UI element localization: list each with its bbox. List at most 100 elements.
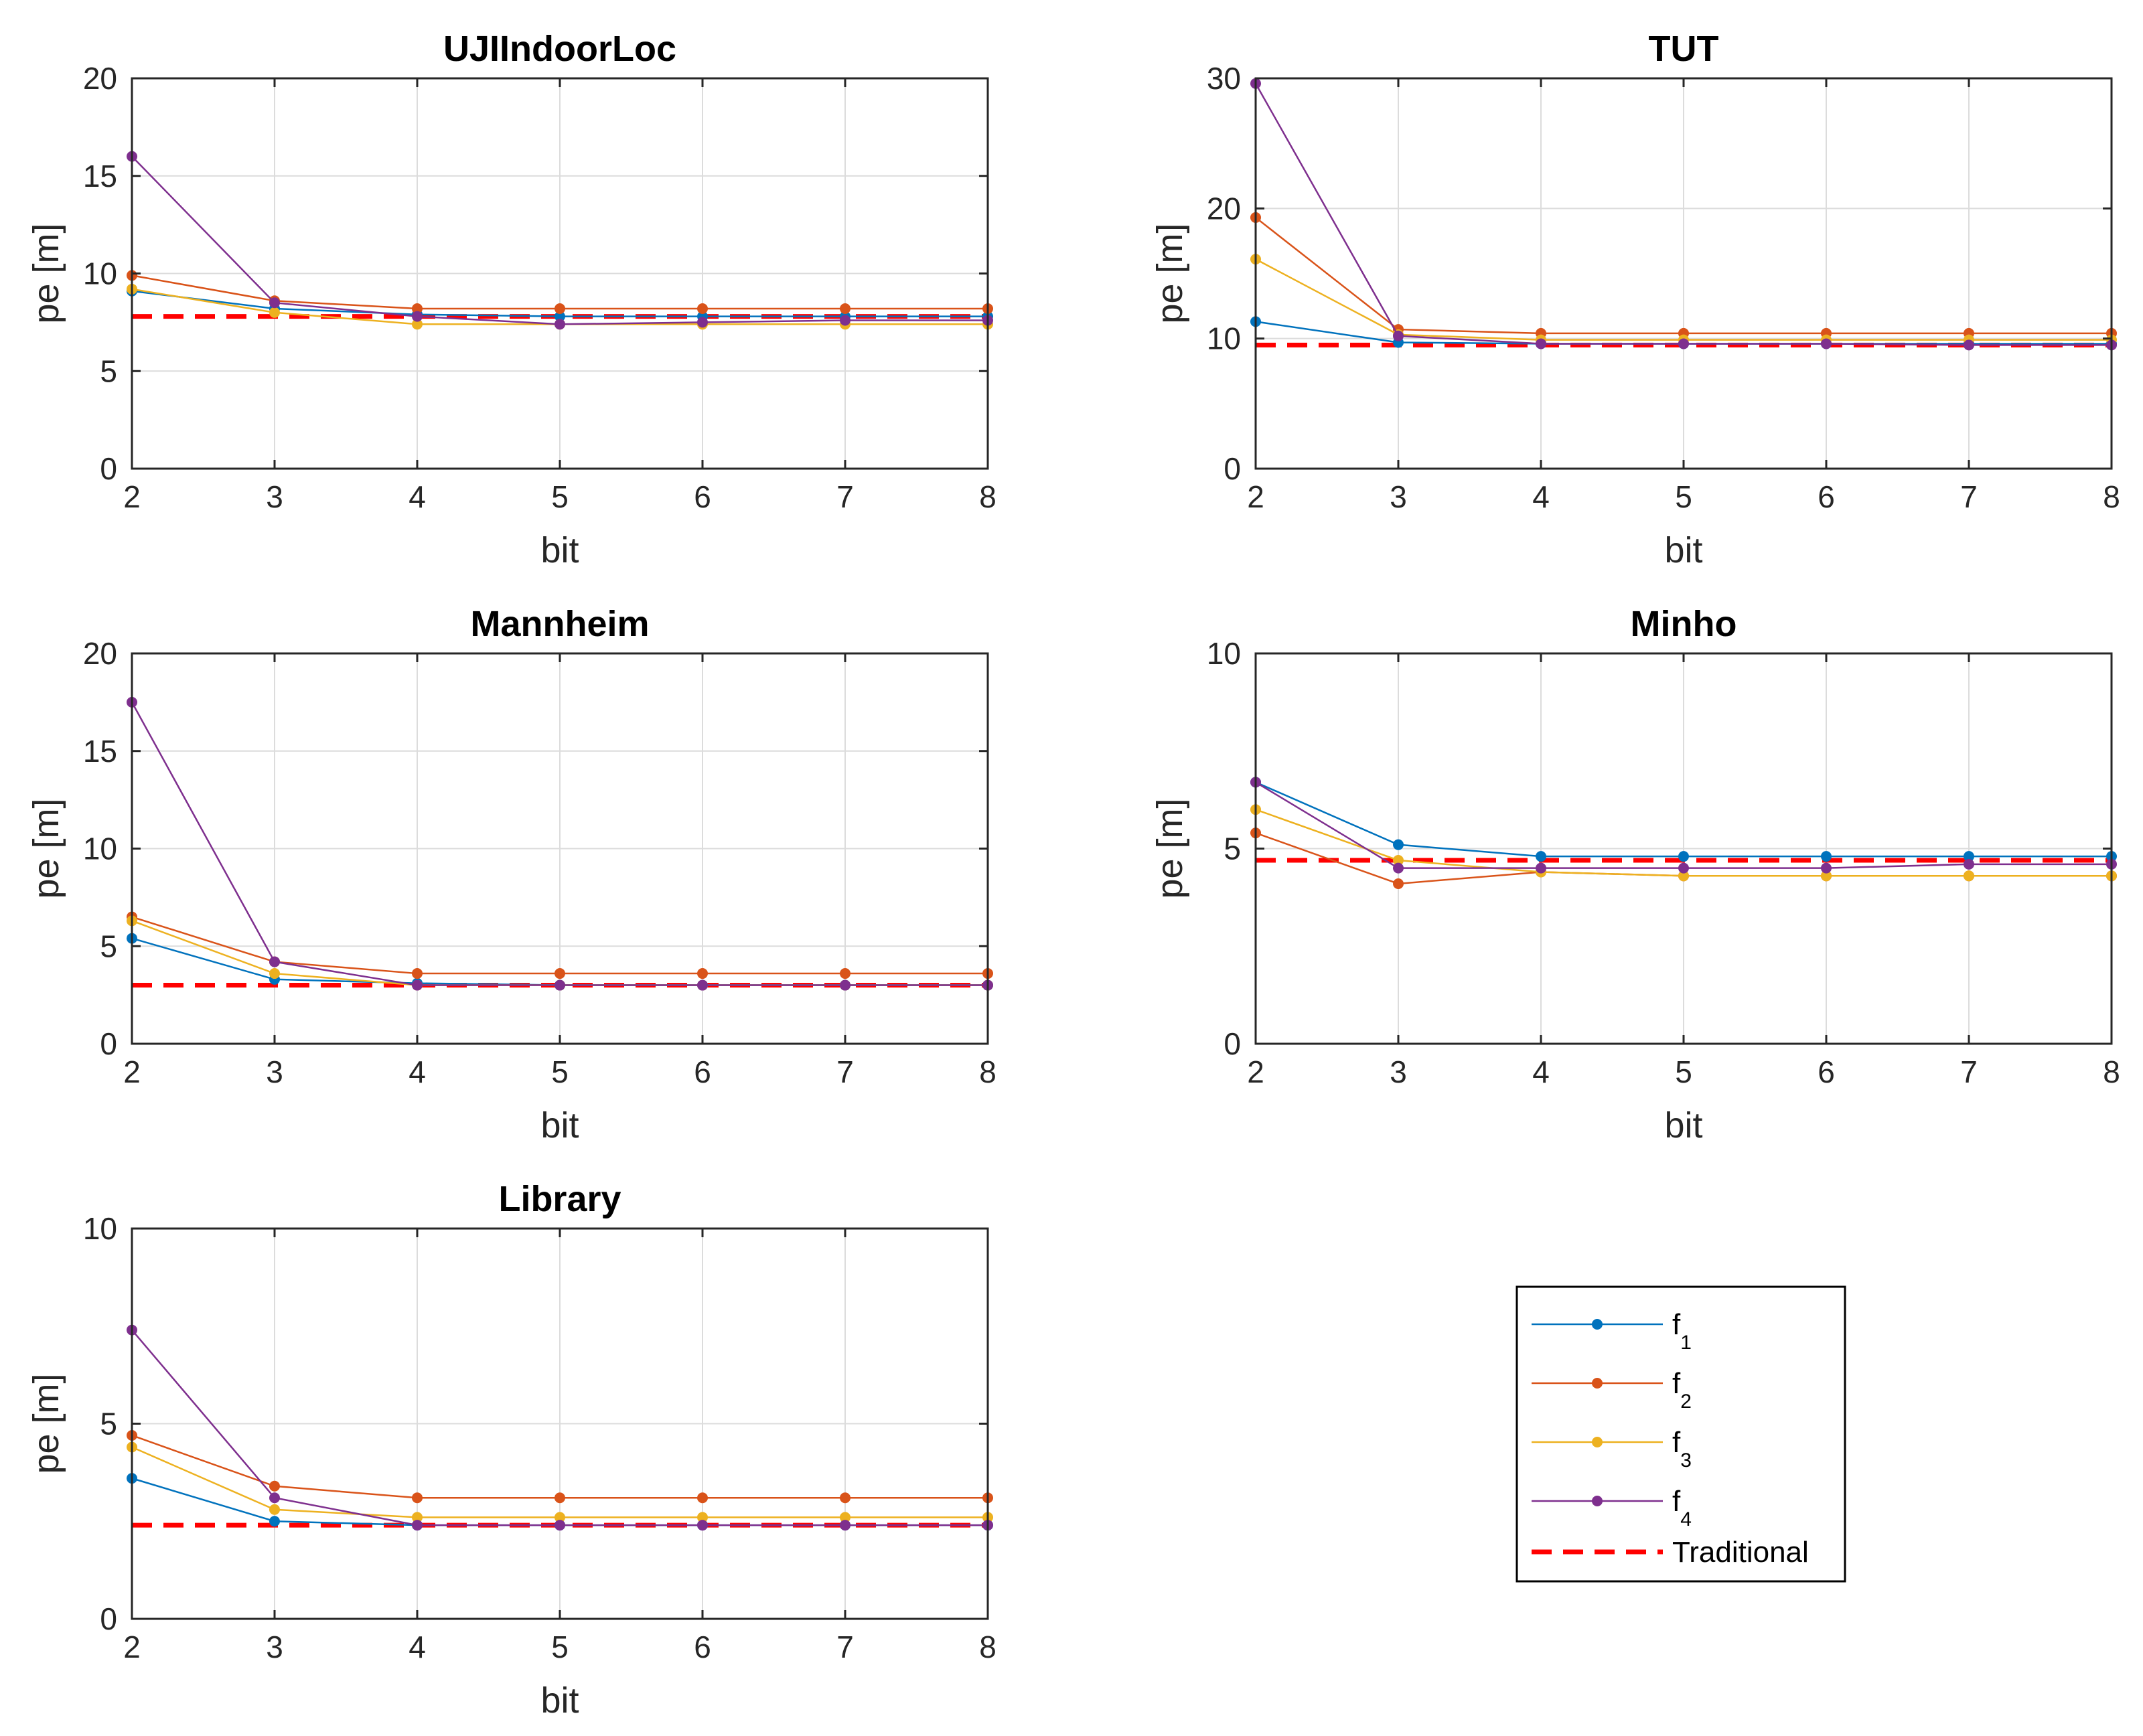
y-axis-label: pe [m] xyxy=(1150,798,1190,898)
point-f4-x7 xyxy=(1964,339,1974,351)
x-tick-label: 8 xyxy=(2103,1054,2120,1089)
y-axis: 0 5 10 15 20 xyxy=(83,636,988,1061)
y-tick-label: 10 xyxy=(1207,636,1241,671)
legend-label: f2 xyxy=(1672,1367,1692,1413)
series-f4 xyxy=(127,151,993,330)
x-tick-label: 5 xyxy=(551,479,569,514)
point-f4-x6 xyxy=(1821,862,1832,874)
y-tick-label: 10 xyxy=(83,256,117,291)
x-tick-label: 2 xyxy=(123,1630,141,1664)
point-f2-x5 xyxy=(555,968,565,979)
point-f3-x3 xyxy=(1393,854,1404,866)
x-axis: 2 3 4 5 6 7 8 xyxy=(1247,653,2120,1089)
point-f4-x6 xyxy=(697,979,708,991)
subplot-ujiindoorloc: 2 3 4 5 6 7 8 0 5 10 15 20 UJIIndoorLoc bit pe [m] xyxy=(26,29,996,570)
point-f4-x7 xyxy=(840,315,851,326)
x-tick-label: 2 xyxy=(1247,1054,1264,1089)
x-tick-label: 8 xyxy=(979,1630,996,1664)
point-f4-x6 xyxy=(697,317,708,328)
x-tick-label: 6 xyxy=(1818,479,1835,514)
point-f4-x5 xyxy=(555,1520,565,1531)
x-tick-label: 6 xyxy=(694,1054,711,1089)
point-f4-x3 xyxy=(269,956,280,967)
point-f1-x5 xyxy=(555,311,565,322)
x-tick-label: 4 xyxy=(409,1630,426,1664)
legend-label: Traditional xyxy=(1672,1536,1809,1569)
x-tick-label: 8 xyxy=(979,1054,996,1089)
point-f4-x7 xyxy=(1964,858,1974,870)
x-tick-label: 4 xyxy=(409,479,426,514)
y-axis: 0 5 10 15 20 xyxy=(83,61,988,486)
point-f1-x7 xyxy=(1964,851,1974,862)
legend-swatch-marker xyxy=(1592,1319,1603,1330)
series-f3 xyxy=(127,1441,993,1523)
x-axis: 2 3 4 5 6 7 8 xyxy=(123,1229,996,1664)
y-tick-label: 5 xyxy=(100,1407,117,1441)
point-f1-x5 xyxy=(1678,851,1689,862)
subplot-title: Mannheim xyxy=(470,604,649,644)
point-f4-x7 xyxy=(840,979,851,991)
point-f2-x6 xyxy=(697,968,708,979)
x-axis-label: bit xyxy=(1664,530,1702,570)
y-tick-label: 10 xyxy=(83,832,117,866)
point-f4-x5 xyxy=(1678,862,1689,874)
y-tick-label: 0 xyxy=(100,451,117,486)
x-tick-label: 6 xyxy=(694,479,711,514)
subplot-minho: 2 3 4 5 6 7 8 0 5 10 Minho bit pe [m] xyxy=(1150,604,2120,1146)
legend-entry-f4: f4 xyxy=(1532,1485,1692,1530)
x-tick-label: 2 xyxy=(123,479,141,514)
x-axis-label: bit xyxy=(1664,1105,1702,1146)
point-f2-x4 xyxy=(412,968,423,979)
y-tick-label: 20 xyxy=(1207,191,1241,226)
point-f2-x7 xyxy=(840,1492,851,1504)
x-tick-label: 5 xyxy=(1675,479,1692,514)
x-tick-label: 7 xyxy=(836,1630,854,1664)
legend-label: f1 xyxy=(1672,1308,1692,1354)
x-tick-label: 6 xyxy=(694,1630,711,1664)
x-tick-label: 4 xyxy=(1532,479,1550,514)
point-f3-x6 xyxy=(1821,870,1832,882)
y-axis: 0 10 20 30 xyxy=(1207,61,2112,486)
x-axis: 2 3 4 5 6 7 8 xyxy=(123,653,996,1089)
y-tick-label: 0 xyxy=(100,1601,117,1636)
point-f2-x5 xyxy=(555,303,565,314)
y-axis-label: pe [m] xyxy=(26,798,66,898)
point-f2-x3 xyxy=(269,1480,280,1492)
legend-box xyxy=(1516,1285,1846,1583)
x-tick-label: 6 xyxy=(1818,1054,1835,1089)
point-f4-x7 xyxy=(840,1520,851,1531)
point-f4-x4 xyxy=(1536,862,1546,874)
point-f2-x7 xyxy=(840,303,851,314)
x-tick-label: 5 xyxy=(1675,1054,1692,1089)
subplot-title: UJIIndoorLoc xyxy=(443,29,676,69)
point-f2-x4 xyxy=(412,1492,423,1504)
point-f2-x6 xyxy=(697,1492,708,1504)
x-tick-label: 5 xyxy=(551,1054,569,1089)
y-tick-label: 0 xyxy=(1224,1026,1241,1061)
legend-entry-traditional: Traditional xyxy=(1532,1536,1809,1569)
subplot-title: Minho xyxy=(1631,604,1737,644)
x-tick-label: 4 xyxy=(409,1054,426,1089)
legend-entry-f3: f3 xyxy=(1532,1426,1692,1472)
point-f2-x6 xyxy=(697,303,708,314)
point-f3-x4 xyxy=(412,319,423,330)
point-f3-x7 xyxy=(1964,870,1974,882)
point-f4-x4 xyxy=(412,311,423,322)
point-f4-x5 xyxy=(555,319,565,330)
point-f4-x4 xyxy=(412,1520,423,1531)
y-tick-label: 10 xyxy=(83,1211,117,1246)
y-tick-label: 5 xyxy=(1224,832,1241,866)
legend-entry-f2: f2 xyxy=(1532,1367,1692,1413)
x-axis-label: bit xyxy=(540,1105,579,1146)
y-axis: 0 5 10 xyxy=(83,1211,988,1636)
legend-label: f4 xyxy=(1672,1485,1692,1530)
y-axis-label: pe [m] xyxy=(26,223,66,323)
y-tick-label: 15 xyxy=(83,159,117,193)
y-axis: 0 5 10 xyxy=(1207,636,2112,1061)
x-tick-label: 3 xyxy=(1390,479,1407,514)
point-f2-x5 xyxy=(555,1492,565,1504)
x-tick-label: 8 xyxy=(979,479,996,514)
x-tick-label: 3 xyxy=(266,1630,283,1664)
x-tick-label: 7 xyxy=(1960,479,1978,514)
point-f4-x5 xyxy=(1678,338,1689,349)
